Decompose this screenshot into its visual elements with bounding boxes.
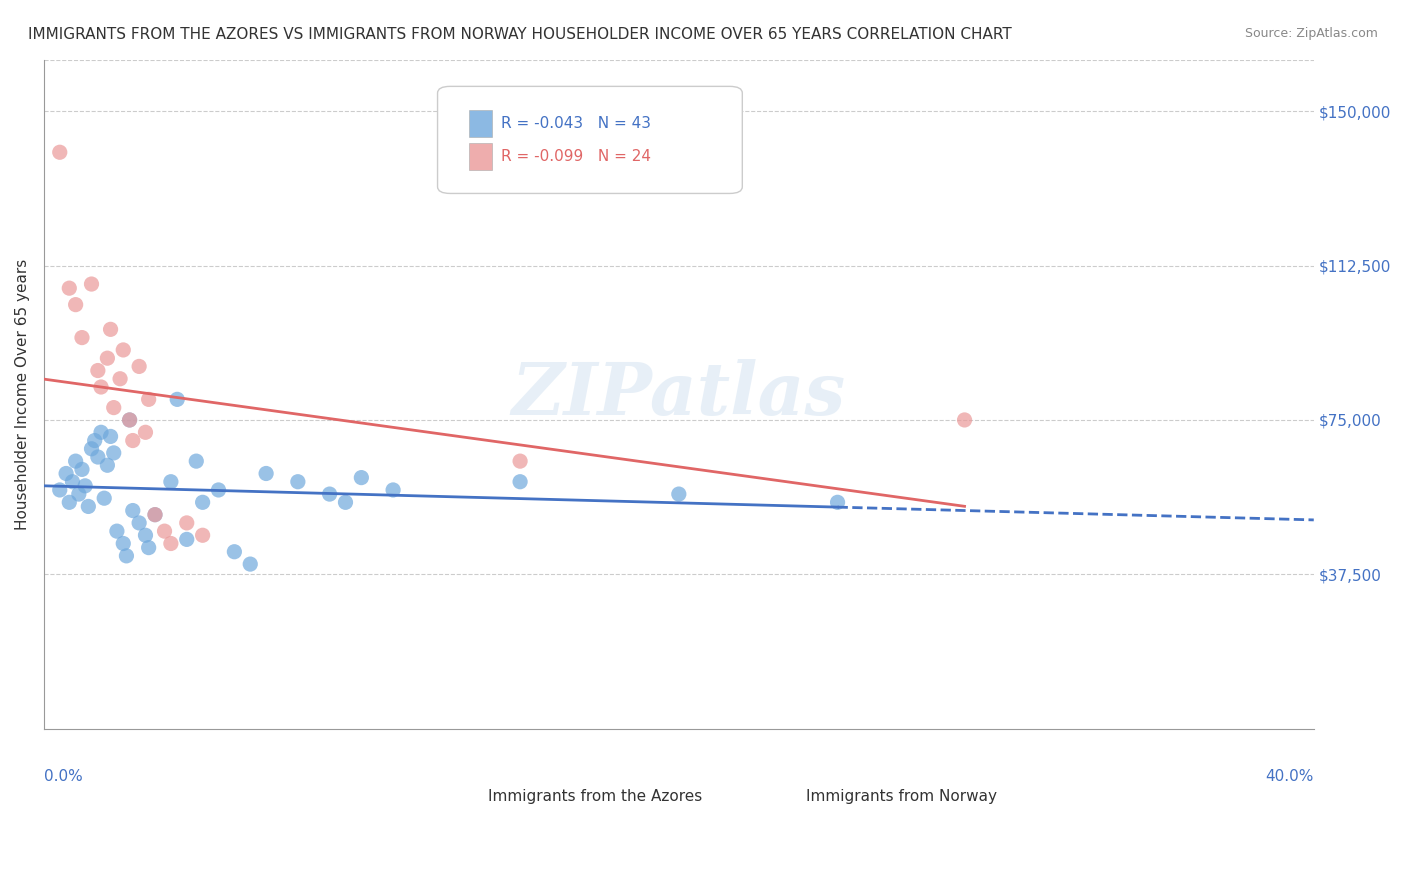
Point: [77, 500, 100, 514]
Point: [55, 467, 77, 481]
Point: [134, 528, 156, 542]
Point: [58, 281, 80, 295]
Bar: [444, 772, 475, 799]
Point: [118, 413, 141, 427]
Point: [58, 495, 80, 509]
Point: [70, 462, 93, 476]
Point: [93, 491, 115, 506]
Point: [350, 470, 373, 484]
Point: [65, 454, 87, 468]
Text: R = -0.099   N = 24: R = -0.099 N = 24: [501, 149, 651, 164]
Point: [143, 508, 166, 522]
Point: [121, 503, 143, 517]
Point: [49, 483, 72, 497]
Point: [96, 351, 118, 366]
Point: [166, 392, 188, 407]
Point: [49, 145, 72, 160]
Point: [509, 475, 531, 489]
Point: [138, 392, 160, 407]
Point: [108, 372, 131, 386]
Point: [191, 528, 214, 542]
Point: [100, 429, 122, 443]
Point: [87, 363, 110, 377]
FancyBboxPatch shape: [437, 87, 742, 194]
Bar: [762, 772, 793, 799]
Point: [128, 359, 150, 374]
Point: [509, 454, 531, 468]
Point: [176, 533, 198, 547]
Text: 40.0%: 40.0%: [1265, 769, 1313, 784]
Point: [96, 458, 118, 473]
Point: [80, 442, 103, 456]
Point: [100, 322, 122, 336]
Point: [90, 380, 112, 394]
Y-axis label: Householder Income Over 65 years: Householder Income Over 65 years: [15, 259, 30, 530]
Bar: [470, 110, 492, 136]
Point: [112, 536, 135, 550]
Point: [103, 446, 125, 460]
Point: [160, 475, 183, 489]
Point: [134, 425, 156, 440]
Point: [827, 495, 849, 509]
Text: ZIPatlas: ZIPatlas: [512, 359, 846, 430]
Point: [67, 487, 90, 501]
Point: [70, 330, 93, 344]
Point: [186, 454, 208, 468]
Point: [335, 495, 357, 509]
Point: [160, 536, 183, 550]
Text: R = -0.043   N = 43: R = -0.043 N = 43: [501, 116, 651, 130]
Point: [103, 401, 125, 415]
Point: [254, 467, 277, 481]
Point: [287, 475, 309, 489]
Point: [112, 343, 135, 357]
Point: [207, 483, 229, 497]
Point: [105, 524, 128, 538]
Point: [318, 487, 340, 501]
Point: [118, 413, 141, 427]
Point: [87, 450, 110, 464]
Point: [668, 487, 690, 501]
Point: [176, 516, 198, 530]
Point: [239, 557, 262, 571]
Point: [75, 479, 97, 493]
Point: [128, 516, 150, 530]
Point: [121, 434, 143, 448]
Point: [382, 483, 405, 497]
Bar: [470, 144, 492, 170]
Text: 0.0%: 0.0%: [44, 769, 83, 784]
Point: [138, 541, 160, 555]
Point: [143, 508, 166, 522]
Point: [115, 549, 138, 563]
Point: [80, 277, 103, 291]
Point: [65, 298, 87, 312]
Point: [224, 545, 246, 559]
Text: IMMIGRANTS FROM THE AZORES VS IMMIGRANTS FROM NORWAY HOUSEHOLDER INCOME OVER 65 : IMMIGRANTS FROM THE AZORES VS IMMIGRANTS…: [28, 27, 1012, 42]
Point: [191, 495, 214, 509]
Text: Immigrants from the Azores: Immigrants from the Azores: [488, 789, 703, 804]
Point: [90, 425, 112, 440]
Point: [83, 434, 105, 448]
Text: Immigrants from Norway: Immigrants from Norway: [806, 789, 997, 804]
Text: Source: ZipAtlas.com: Source: ZipAtlas.com: [1244, 27, 1378, 40]
Point: [153, 524, 176, 538]
Point: [62, 475, 84, 489]
Point: [953, 413, 976, 427]
